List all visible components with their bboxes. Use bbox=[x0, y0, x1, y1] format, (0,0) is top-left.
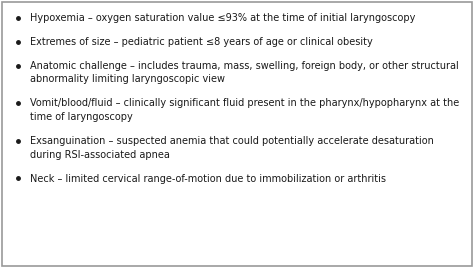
Text: Exsanguination – suspected anemia that could potentially accelerate desaturation: Exsanguination – suspected anemia that c… bbox=[30, 136, 434, 146]
Text: Vomit/blood/fluid – clinically significant fluid present in the pharynx/hypophar: Vomit/blood/fluid – clinically significa… bbox=[30, 99, 459, 109]
Text: abnormality limiting laryngoscopic view: abnormality limiting laryngoscopic view bbox=[30, 75, 225, 84]
Text: Hypoxemia – oxygen saturation value ≤93% at the time of initial laryngoscopy: Hypoxemia – oxygen saturation value ≤93%… bbox=[30, 13, 415, 23]
Text: Anatomic challenge – includes trauma, mass, swelling, foreign body, or other str: Anatomic challenge – includes trauma, ma… bbox=[30, 61, 459, 71]
Text: time of laryngoscopy: time of laryngoscopy bbox=[30, 112, 133, 122]
Text: during RSI-associated apnea: during RSI-associated apnea bbox=[30, 150, 170, 159]
FancyBboxPatch shape bbox=[2, 2, 472, 266]
Text: Extremes of size – pediatric patient ≤8 years of age or clinical obesity: Extremes of size – pediatric patient ≤8 … bbox=[30, 37, 373, 47]
Text: Neck – limited cervical range-of-motion due to immobilization or arthritis: Neck – limited cervical range-of-motion … bbox=[30, 173, 386, 184]
